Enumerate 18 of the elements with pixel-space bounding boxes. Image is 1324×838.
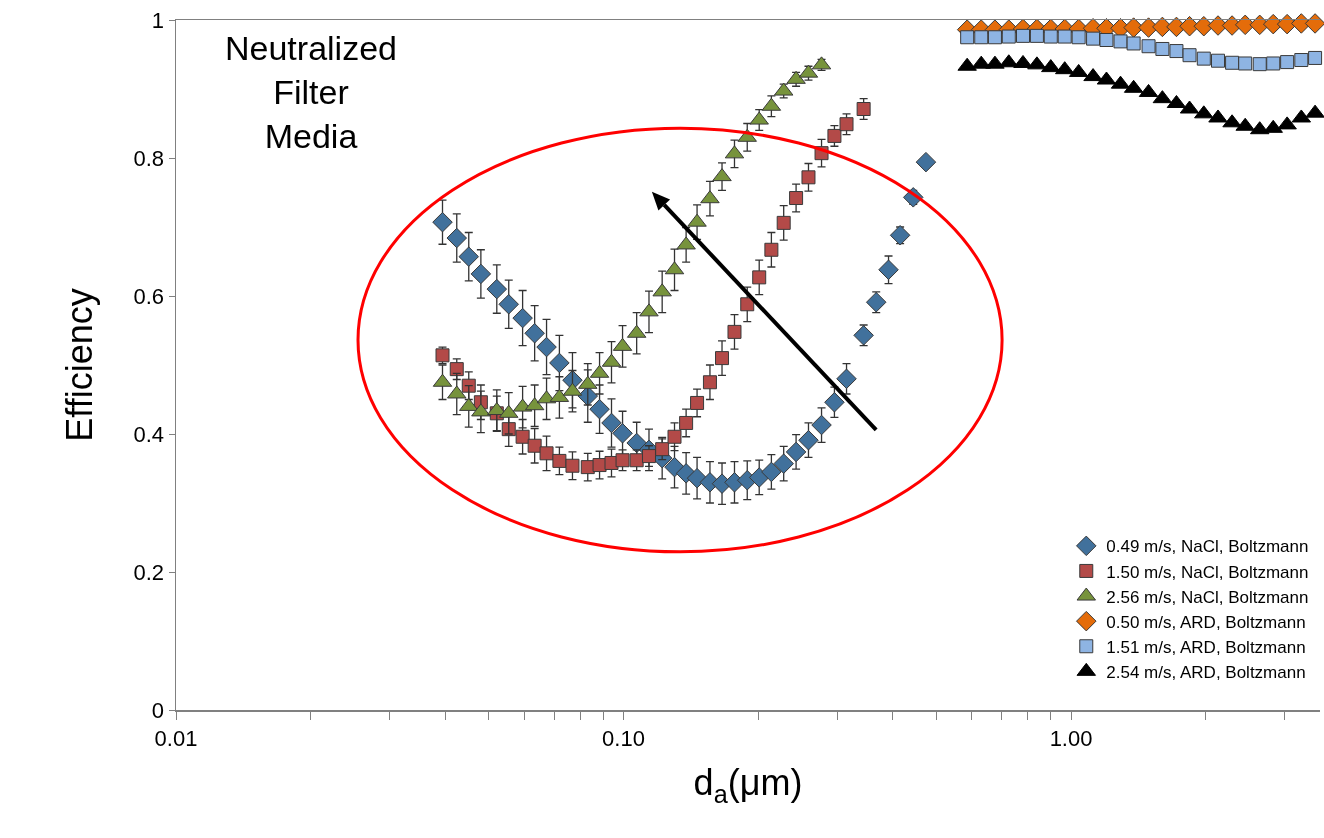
x-tick-label: 1.00 xyxy=(1049,725,1093,751)
y-tick-label: 0.8 xyxy=(133,145,165,171)
y-tick-label: 0.4 xyxy=(133,421,165,447)
y-tick-label: 1 xyxy=(151,7,165,33)
x-axis-title: d$_{a}$(μm) xyxy=(693,762,803,808)
y-axis-title: Efficiency xyxy=(58,288,100,442)
legend-label: 2.54 m/s, ARD, Boltzmann xyxy=(1106,662,1306,682)
annotation: Neutralized Filter Media xyxy=(225,29,397,156)
y-tick-label: 0.6 xyxy=(133,283,165,309)
legend-label: 2.56 m/s, NaCl, Boltzmann xyxy=(1106,587,1309,607)
legend-label: 0.49 m/s, NaCl, Boltzmann xyxy=(1106,537,1309,557)
legend-label: 0.50 m/s, ARD, Boltzmann xyxy=(1106,612,1306,632)
x-tick-label: 0.01 xyxy=(154,725,198,751)
y-tick-label: 0.2 xyxy=(133,559,165,585)
x-tick-label: 0.10 xyxy=(602,725,645,751)
y-tick-label: 0 xyxy=(151,697,165,723)
legend-label: 1.51 m/s, ARD, Boltzmann xyxy=(1106,637,1306,657)
legend-label: 1.50 m/s, NaCl, Boltzmann xyxy=(1106,562,1309,582)
